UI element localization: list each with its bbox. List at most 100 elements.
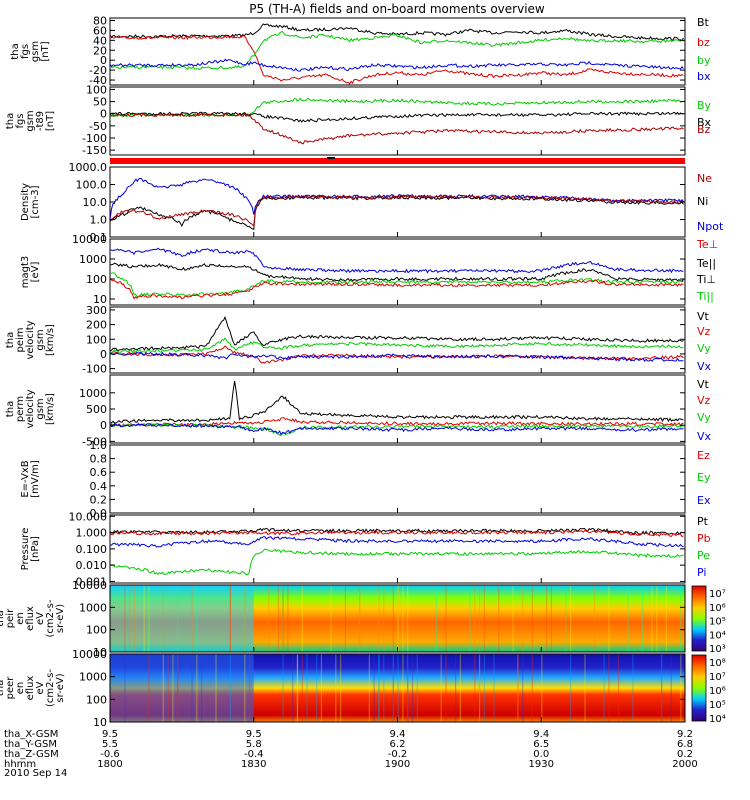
heatmap-streak [402,585,404,652]
heatmap-streak [392,585,394,652]
x-axis-value: 6.2 [390,739,406,750]
y-axis-label-line: [eV] [30,262,41,283]
series-group [110,23,684,85]
x-axis-value: 2000 [672,759,697,770]
y-axis-label: Density [cm-3] [20,183,41,221]
colorbar-label: 10⁶ [709,603,726,614]
y-axis-label-line: eV [35,681,46,694]
heatmap-streak [627,585,629,652]
y-axis-label-line: [nPa] [30,536,41,562]
heatmap-streak [603,654,605,722]
heatmap-streak [148,585,150,652]
x-axis-value: 9.5 [246,729,262,740]
panel-efield: 1.00.80.60.40.20.0 E=-VxB [mV/m] Ez Ey Ex [20,439,711,520]
series-group [110,177,684,230]
heatmap-streak [301,654,303,722]
legend-label: By [697,99,712,112]
x-axis-value: 9.4 [533,729,549,740]
y-axis-label: tha peer en eflux eV (cm2-s-sr-eV) [0,669,66,707]
y-axis-label-line: tha [0,680,6,696]
heatmap-streak [148,585,150,652]
heatmap-streak [340,654,342,722]
y-tick-label: 1000 [79,671,107,684]
y-tick-label: 100 [86,624,107,637]
y-axis-label-line: Pressure [20,528,31,571]
heatmap-streak [651,585,653,652]
series-group [110,247,684,300]
legend-label: by [697,54,711,67]
series-group [110,527,684,576]
heatmap-streak [378,585,380,652]
heatmap-streak [378,654,380,722]
y-axis-label: tha peir en eflux eV (cm2-s-sr-eV) [0,599,66,637]
plot-title: P5 (TH-A) fields and on-board moments ov… [249,2,545,16]
y-tick-label: 10000 [72,648,107,661]
series-line-Te⊥ [110,277,684,300]
heatmap-streak [455,654,457,722]
panel-peer_eflux: 10⁸ 10⁷ 10⁶ 10⁵ 10⁴ 10000 1000 100 10 tha peer en ef… [0,648,726,729]
heatmap-streak [143,585,145,652]
y-tick-label: 1.0 [90,439,108,452]
x-axis-value: -0.6 [100,749,120,760]
legend-label: Pt [697,515,709,528]
y-tick-label: 500 [86,403,107,416]
heatmap-streak [665,585,668,652]
heatmap-streak [316,654,318,722]
heatmap-streak [478,654,481,722]
colorbar-rect [691,585,707,652]
y-tick-label: -500 [82,435,107,448]
heatmap-streak [215,654,217,722]
y-tick-label: 100 [86,83,107,96]
series-line-Pb [110,529,684,538]
heatmap-streak [368,654,370,722]
y-axis-label-line: peir [5,608,16,628]
heatmap-streak [148,654,150,722]
x-axis-group: tha_X-GSM 9.5 9.5 9.4 9.4 9.2 tha_Y-GSM 5.5 5.8 6… [4,729,698,770]
x-axis-value: 0.0 [533,749,549,760]
panel-velocity_perm: 1000 500 0 -500 tha perm velocity gsm [km/s] Vt Vz… [5,374,712,448]
heatmap-streak [392,654,394,722]
y-tick-label: 1.000 [76,527,108,540]
heatmap-streak [330,585,332,652]
y-tick-label: -100 [82,132,107,145]
y-tick-label: 0.100 [76,543,108,556]
ephemeris-marker [327,157,335,159]
x-axis-value: 1930 [529,759,554,770]
series-group [110,315,684,364]
heatmap-streak [383,654,385,722]
heatmap-streak [373,654,375,722]
y-tick-label: -20 [89,64,107,77]
series-line-Pi [110,535,684,548]
heatmap-streak [359,585,361,652]
y-tick-label: -40 [89,74,107,87]
colorbar: 10⁸ 10⁷ 10⁶ 10⁵ 10⁴ [691,654,726,725]
y-axis-label-line: velocity [25,320,36,359]
y-axis-label-line: -t89 [35,111,46,131]
series-line-Ne [110,194,684,228]
heatmap-streak [445,654,447,722]
y-axis-label-line: eflux [25,676,36,701]
y-tick-label: 300 [86,304,107,317]
heatmap-streak [608,585,610,652]
heatmap-streak [248,654,251,722]
x-axis-value: 1830 [241,759,266,770]
panel-temperature: 10000 1000 100 10 magt3 [eV] Te⊥ Te|| Ti⊥ Ti|| [20,233,718,306]
heatmap-streak [378,654,380,722]
y-tick-label: 0.010 [76,559,108,572]
y-axis-label-line: [km/s] [45,324,56,356]
y-axis-label: Pressure [nPa] [20,528,41,571]
heatmap-streak [531,654,533,722]
colorbar-label: 10⁴ [709,630,726,641]
legend-label: Ni [697,195,708,208]
heatmap-streak [416,654,418,722]
series-line-Ti⊥ [110,247,684,274]
legend-label: Ne [697,172,712,185]
heatmap-streak [522,585,524,652]
y-tick-label: 1000 [79,601,107,614]
y-axis-label-line: magt3 [20,256,31,289]
x-axis-value: -0.4 [244,749,264,760]
y-axis-label-line: peer [5,676,16,700]
heatmap-streak [201,654,203,722]
colorbar-label: 10⁵ [709,617,726,628]
